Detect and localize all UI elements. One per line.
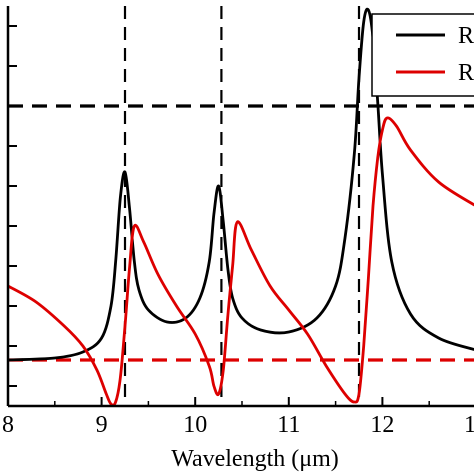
x-tick-label-12: 12 [370,412,394,438]
axes: 8 9 10 11 12 13 [2,6,474,438]
legend-label-1: R [458,23,474,49]
x-tick-label-10: 10 [183,412,207,438]
x-tick-label-8: 8 [2,412,14,438]
x-tick-label-11: 11 [277,412,300,438]
x-axis-label: Wavelength (μm) [171,446,339,472]
x-tick-label-9: 9 [96,412,108,438]
legend: RR [371,13,474,97]
legend-box [371,13,474,97]
legend-label-2: R [458,60,474,86]
x-tick-label-13: 13 [464,412,474,438]
series-line-2 [8,116,474,406]
